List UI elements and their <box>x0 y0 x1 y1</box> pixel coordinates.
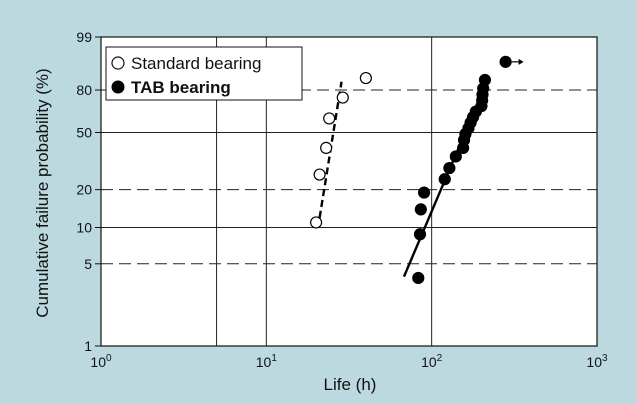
x-tick-label: 102 <box>421 353 443 370</box>
y-tick-label: 20 <box>76 182 92 198</box>
point-standard <box>310 216 323 229</box>
point-standard <box>359 71 372 85</box>
tick-labels: 1 5 10 20 50 80 99 100 101 102 103 <box>76 29 608 370</box>
point-standard <box>323 112 336 125</box>
plot-frame <box>100 36 598 347</box>
point-tab <box>438 173 451 186</box>
legend-label-tab: TAB bearing <box>131 78 231 97</box>
y-tick-label: 1 <box>84 338 92 354</box>
x-axis-label: Life (h) <box>324 375 377 394</box>
legend-label-standard: Standard bearing <box>131 54 261 73</box>
point-tab <box>449 150 462 163</box>
suspension-arrow-head <box>518 58 524 65</box>
y-tick-label: 50 <box>76 124 92 140</box>
x-tick-label: 103 <box>586 353 608 370</box>
y-axis-label: Cumulative failure probability (%) <box>33 68 52 317</box>
x-tick-label: 101 <box>256 353 278 370</box>
legend-marker-tab <box>111 80 125 94</box>
point-tab <box>499 55 512 68</box>
legend-marker-standard <box>111 56 125 70</box>
data-points <box>310 55 524 285</box>
x-tick-label: 100 <box>90 353 112 370</box>
legend: Standard bearing TAB bearing <box>105 46 303 101</box>
y-tick-label: 99 <box>76 29 92 45</box>
point-tab <box>413 228 427 241</box>
point-tab <box>478 73 492 87</box>
y-tick-label: 80 <box>76 82 92 98</box>
point-standard <box>313 168 326 181</box>
point-tab <box>412 271 425 285</box>
point-tab <box>414 203 427 216</box>
point-standard <box>336 91 349 104</box>
point-standard <box>320 141 333 154</box>
point-tab <box>443 161 456 175</box>
point-tab <box>418 186 431 199</box>
legend-box <box>105 46 303 101</box>
y-tick-label: 5 <box>84 256 92 272</box>
y-tick-label: 10 <box>76 220 92 236</box>
